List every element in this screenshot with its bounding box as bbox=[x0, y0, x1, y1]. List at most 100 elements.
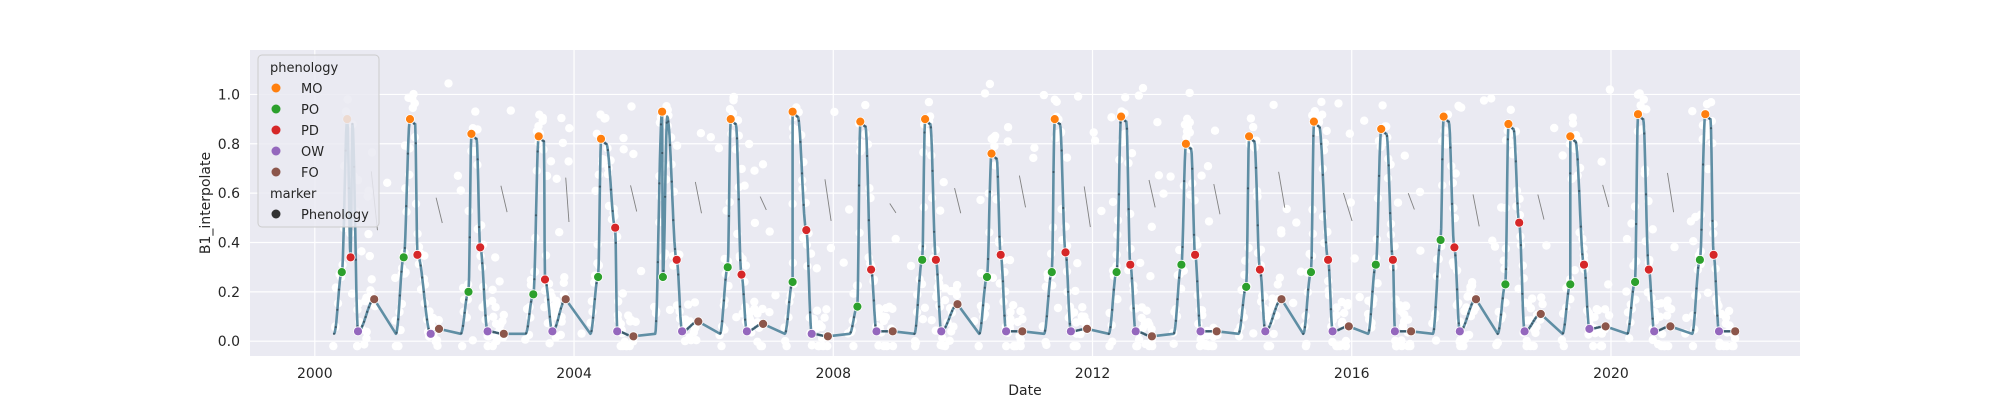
curve-point bbox=[789, 286, 793, 289]
phenology-point-ow bbox=[425, 328, 436, 339]
raw-point bbox=[1069, 308, 1079, 317]
curve-point bbox=[1013, 330, 1016, 333]
curve-point bbox=[1465, 317, 1468, 320]
legend-label-phenology: Phenology bbox=[301, 208, 369, 223]
curve-point bbox=[1328, 269, 1331, 272]
raw-point bbox=[1657, 299, 1666, 308]
raw-point bbox=[771, 291, 780, 300]
curve-point bbox=[1514, 160, 1517, 163]
raw-point bbox=[1703, 288, 1713, 297]
curve-point bbox=[719, 331, 722, 335]
raw-point bbox=[357, 247, 366, 256]
curve-point bbox=[1263, 324, 1266, 327]
curve-point bbox=[884, 330, 887, 333]
raw-point bbox=[1073, 259, 1082, 268]
x-tick-label: 2008 bbox=[815, 366, 851, 382]
curve-point bbox=[1392, 269, 1395, 272]
raw-point bbox=[1154, 171, 1164, 180]
phenology-point-pd bbox=[1060, 247, 1071, 258]
curve-point bbox=[849, 331, 852, 334]
raw-point bbox=[1185, 88, 1194, 98]
y-axis-label: B1_interpolate bbox=[198, 152, 214, 254]
raw-point bbox=[365, 251, 374, 261]
raw-point bbox=[1730, 334, 1740, 343]
raw-point bbox=[1406, 341, 1415, 351]
raw-point bbox=[1169, 339, 1178, 348]
curve-point bbox=[983, 286, 986, 289]
raw-point bbox=[940, 296, 950, 305]
raw-point bbox=[1721, 313, 1731, 322]
phenology-point-ow bbox=[1584, 323, 1595, 334]
curve-point bbox=[1628, 322, 1631, 326]
curve-point bbox=[1385, 134, 1389, 138]
curve-point bbox=[1456, 288, 1459, 291]
curve-point bbox=[752, 327, 755, 330]
curve-point bbox=[528, 312, 531, 316]
curve-point bbox=[658, 182, 661, 185]
raw-point bbox=[1275, 273, 1285, 282]
raw-point bbox=[1265, 341, 1275, 351]
legend-marker-ow bbox=[271, 146, 281, 156]
raw-point bbox=[488, 285, 497, 294]
curve-point bbox=[1014, 330, 1017, 333]
curve-point bbox=[1468, 307, 1472, 310]
curve-point bbox=[1003, 314, 1006, 317]
phenology-point-mo bbox=[405, 114, 415, 124]
curve-point bbox=[337, 288, 341, 291]
raw-point bbox=[1462, 331, 1471, 340]
curve-point bbox=[1373, 271, 1376, 274]
curve-point bbox=[667, 120, 670, 123]
curve-point bbox=[1176, 298, 1179, 301]
raw-point bbox=[1341, 336, 1351, 346]
curve-point bbox=[867, 219, 870, 222]
raw-point bbox=[1538, 299, 1547, 309]
raw-point bbox=[906, 261, 916, 271]
phenology-point-po bbox=[1241, 281, 1252, 292]
curve-point bbox=[1724, 330, 1727, 333]
legend-label-mo: MO bbox=[301, 82, 322, 97]
raw-point bbox=[1292, 218, 1301, 227]
legend-entry-pd: PD bbox=[271, 124, 319, 139]
raw-point bbox=[489, 312, 498, 321]
raw-point bbox=[918, 315, 928, 324]
raw-point bbox=[491, 303, 500, 312]
raw-point bbox=[1332, 310, 1341, 320]
phenology-point-po bbox=[1630, 277, 1640, 287]
gap-line bbox=[759, 196, 767, 211]
phenology-point-po bbox=[1046, 267, 1057, 278]
raw-point bbox=[1108, 197, 1118, 207]
raw-point bbox=[1318, 110, 1327, 119]
phenology-point-pd bbox=[1449, 242, 1460, 253]
raw-point bbox=[1355, 292, 1364, 302]
phenology-point-po bbox=[982, 272, 992, 282]
curve-point bbox=[461, 324, 465, 327]
raw-point bbox=[1078, 303, 1087, 312]
curve-point bbox=[915, 324, 918, 327]
raw-point bbox=[1493, 338, 1503, 347]
raw-point bbox=[1050, 95, 1060, 104]
curve-point bbox=[1711, 219, 1714, 222]
curve-point bbox=[1569, 172, 1572, 175]
phenology-point-mo bbox=[1376, 124, 1387, 134]
curve-point bbox=[809, 311, 812, 314]
phenology-point-mo bbox=[725, 114, 736, 124]
phenology-point-pd bbox=[1125, 259, 1136, 270]
curve-point bbox=[1441, 158, 1444, 161]
phenology-point-fo bbox=[1082, 323, 1092, 334]
curve-point bbox=[1708, 117, 1711, 120]
curve-point bbox=[1576, 158, 1579, 161]
raw-point bbox=[1273, 280, 1283, 289]
raw-point bbox=[1568, 119, 1578, 128]
curve-point bbox=[1109, 326, 1112, 329]
curve-point bbox=[1651, 317, 1654, 320]
raw-point bbox=[1500, 264, 1509, 274]
legend-label-pd: PD bbox=[301, 124, 319, 139]
curve-point bbox=[980, 322, 983, 325]
x-tick-label: 2012 bbox=[1075, 366, 1111, 382]
curve-point bbox=[1727, 330, 1730, 333]
phenology-point-mo bbox=[1438, 111, 1449, 122]
curve-point bbox=[1307, 288, 1310, 291]
curve-point bbox=[1317, 124, 1320, 128]
curve-point bbox=[555, 324, 558, 327]
